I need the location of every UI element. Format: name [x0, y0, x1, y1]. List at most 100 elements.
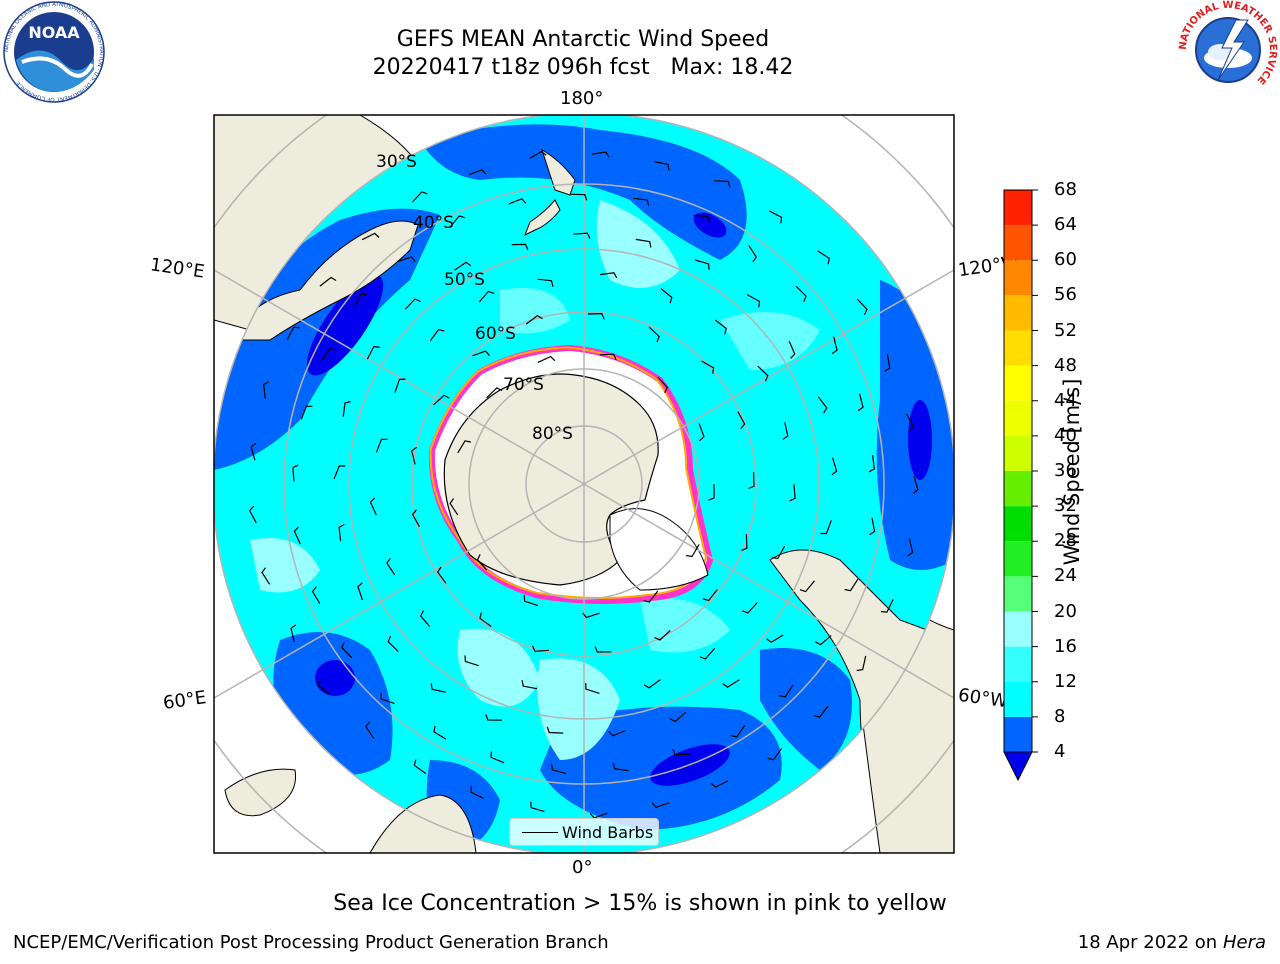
wind-barb [714, 180, 731, 188]
wind-barb [657, 376, 669, 393]
wind-barb [380, 692, 395, 704]
chart-title-line2: 20220417 t18z 096h fcst Max: 18.42 [372, 55, 794, 80]
wind-barb [592, 151, 610, 158]
wind-barb [321, 348, 337, 361]
wind-barb [573, 232, 591, 239]
colorbar-under-triangle [1003, 751, 1033, 782]
wind-barb [342, 401, 351, 417]
wind-barb [767, 747, 783, 761]
wind-barb [261, 567, 271, 585]
madagascar-outer [224, 768, 297, 817]
colorbar-tick-label: 60 [1054, 249, 1077, 271]
colorbar-band [1004, 716, 1032, 752]
wind-barb [594, 646, 612, 653]
wind-barb [701, 360, 715, 374]
wind-barb [530, 801, 545, 813]
wind-barb [457, 440, 472, 454]
wind-barb [648, 326, 660, 343]
colorbar-band [1004, 400, 1032, 436]
colorbar-band [1004, 541, 1032, 577]
wind-barb [880, 599, 894, 613]
wind-barb [672, 748, 690, 756]
colorbar-band [1004, 330, 1032, 366]
wind-barb [478, 290, 495, 303]
wind-barb [490, 751, 505, 764]
wind-barb [813, 705, 829, 718]
wind-barb [366, 346, 380, 360]
footer-host: Hera [1222, 932, 1266, 953]
wind-barb [599, 353, 617, 360]
wind-barb [430, 683, 446, 693]
wind-barb [669, 711, 687, 723]
colorbar [996, 182, 1046, 792]
wind-barb [654, 630, 671, 641]
wind-barb [369, 497, 377, 516]
wind-barb [397, 256, 416, 262]
wind-barb [789, 484, 796, 502]
wind-barb [831, 457, 838, 476]
wind-barb [338, 523, 345, 542]
wind-barb [300, 405, 313, 420]
wind-barb [722, 679, 740, 688]
colorbar-band [1004, 506, 1032, 542]
wind-barb [635, 238, 652, 248]
wind-barb [608, 729, 627, 737]
wind-barb [907, 538, 914, 557]
wind-barb [523, 595, 539, 607]
wind-barb [411, 446, 417, 465]
wind-barb [817, 396, 828, 414]
colorbar-band [1004, 190, 1032, 226]
wind-barb [404, 298, 421, 310]
wind-barb [782, 422, 789, 440]
wind-barb [884, 354, 891, 372]
wind-barb [698, 423, 705, 442]
colorbar-tick-label: 20 [1054, 600, 1077, 622]
wind-barb [531, 645, 550, 652]
colorbar-band [1004, 295, 1032, 331]
colorbar-tick-label: 32 [1054, 495, 1077, 517]
wind-barb [905, 413, 915, 432]
wind-barb [737, 411, 746, 429]
wind-barb [354, 293, 367, 307]
wind-barb [587, 313, 605, 320]
wind-barb [857, 393, 864, 412]
wind-barb [815, 635, 832, 646]
wind-barb [485, 714, 502, 721]
wind-barb [708, 483, 715, 501]
wind-barb [317, 679, 330, 695]
colorbar-tick-label: 36 [1054, 460, 1077, 481]
wind-barb [817, 250, 830, 265]
wind-barb [585, 683, 600, 694]
wind-barb [250, 442, 257, 461]
colorbar-tick-label: 40 [1054, 424, 1077, 446]
wind-barb [702, 589, 718, 602]
wind-barb [589, 812, 608, 819]
wind-barb [757, 365, 769, 382]
chart-title-line1: GEFS MEAN Antarctic Wind Speed [396, 27, 770, 52]
wind-barb [570, 193, 588, 201]
wind-barb [361, 232, 380, 241]
wind-barb [537, 355, 556, 363]
wind-barb [660, 288, 673, 304]
wind-barb [710, 780, 729, 788]
wind-barb [795, 285, 807, 302]
lat-label-60s: 60°S [475, 324, 516, 344]
wind-barb [386, 557, 396, 576]
wind-barb [468, 169, 487, 176]
noaa-logo: NOAA NATIONAL OCEANIC AND ATMOSPHERIC AD… [2, 0, 106, 104]
wind-barb [341, 641, 353, 659]
lon-label-bottom: 0° [572, 857, 593, 878]
colorbar-band [1004, 471, 1032, 507]
lat-label-70s: 70°S [503, 375, 544, 395]
wind-barb [856, 655, 867, 672]
colorbar-tick-label: 24 [1054, 565, 1077, 587]
wind-barb [521, 680, 538, 690]
wind-barb [464, 655, 479, 667]
wind-barb [537, 278, 554, 287]
colorbar-band [1004, 646, 1032, 682]
wind-barb [290, 624, 297, 643]
wind-barb [319, 276, 337, 287]
wind-barb [546, 726, 564, 734]
wind-barb [779, 684, 794, 698]
wind-barb [375, 438, 388, 453]
